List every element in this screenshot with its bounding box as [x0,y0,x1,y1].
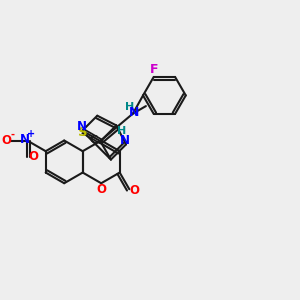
Text: H: H [125,102,135,112]
Text: H: H [117,126,127,136]
Text: N: N [120,134,130,147]
Text: C: C [90,135,98,145]
Text: F: F [149,63,158,76]
Text: O: O [96,183,106,196]
Text: +: + [27,129,35,139]
Text: O: O [2,134,12,147]
Text: N: N [20,133,30,146]
Text: -: - [10,130,14,140]
Text: O: O [129,184,140,197]
Text: N: N [129,106,140,119]
Text: N: N [77,120,87,133]
Text: O: O [28,150,38,163]
Text: S: S [78,126,88,139]
